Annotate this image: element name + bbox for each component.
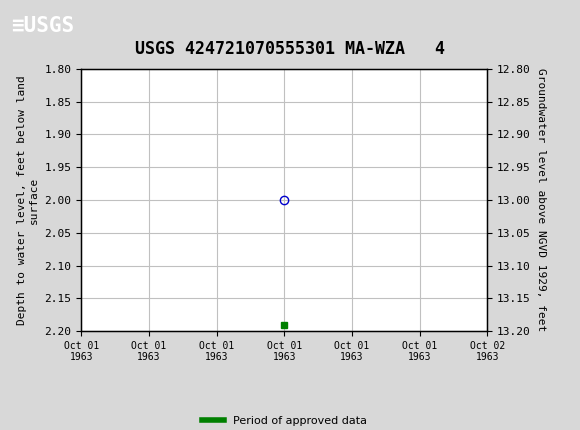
Y-axis label: Groundwater level above NGVD 1929, feet: Groundwater level above NGVD 1929, feet <box>536 68 546 332</box>
Text: ≡USGS: ≡USGS <box>12 16 75 36</box>
Y-axis label: Depth to water level, feet below land
surface: Depth to water level, feet below land su… <box>17 75 39 325</box>
Legend: Period of approved data: Period of approved data <box>197 412 371 430</box>
Text: USGS 424721070555301 MA-WZA   4: USGS 424721070555301 MA-WZA 4 <box>135 40 445 58</box>
